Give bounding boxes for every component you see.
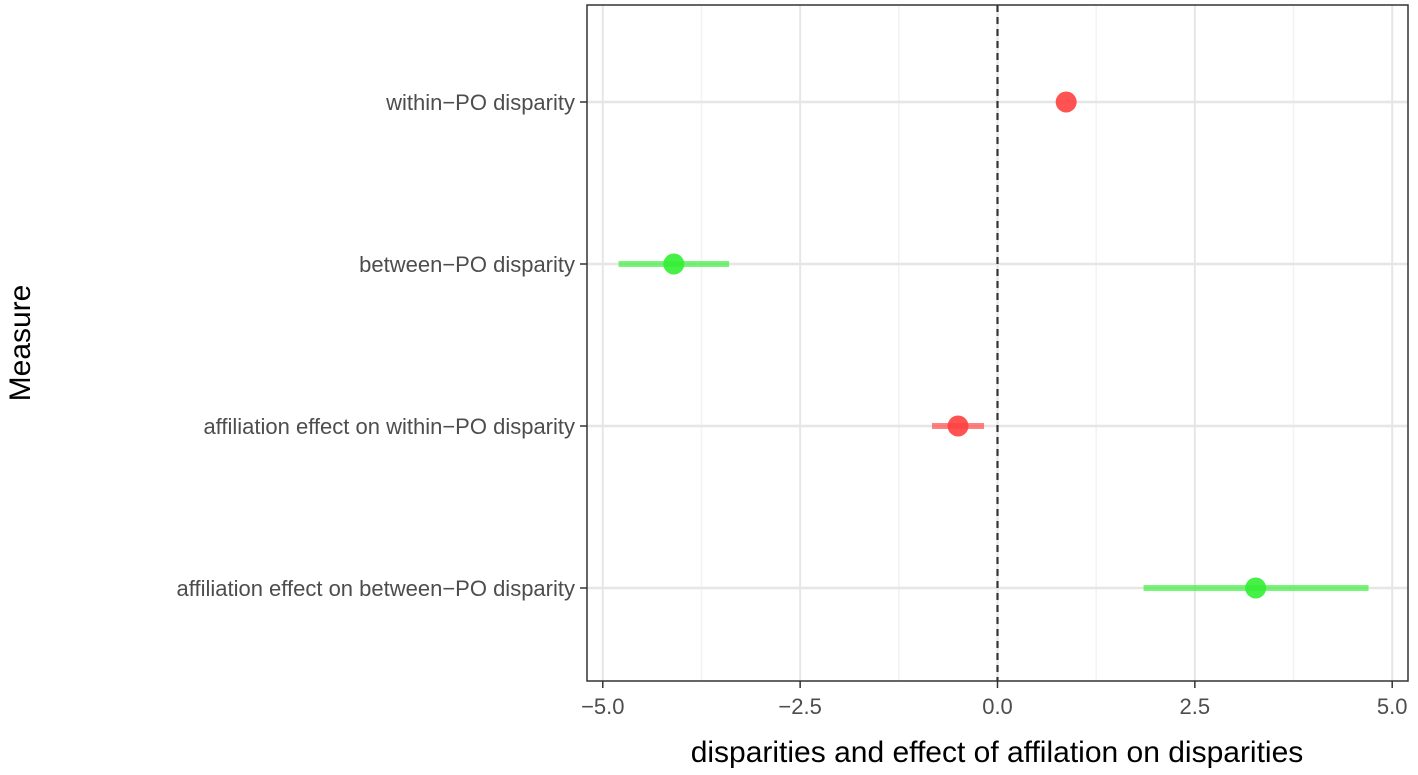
- x-tick-label: −5.0: [581, 694, 624, 719]
- estimate-point: [1055, 91, 1077, 113]
- y-axis-title: Measure: [4, 285, 37, 402]
- x-tick-label: 2.5: [1180, 694, 1211, 719]
- x-tick-label: 5.0: [1377, 694, 1408, 719]
- y-tick-label: affiliation effect on within−PO disparit…: [203, 414, 575, 439]
- x-tick-label: −2.5: [778, 694, 821, 719]
- y-tick-label: within−PO disparity: [385, 90, 575, 115]
- y-tick-label: between−PO disparity: [359, 252, 575, 277]
- x-axis-title: disparities and effect of affilation on …: [691, 736, 1304, 769]
- y-tick-label: affiliation effect on between−PO dispari…: [177, 576, 576, 601]
- estimate-point: [663, 253, 685, 275]
- x-tick-label: 0.0: [982, 694, 1013, 719]
- estimate-point: [947, 415, 969, 437]
- estimate-point: [1245, 577, 1267, 599]
